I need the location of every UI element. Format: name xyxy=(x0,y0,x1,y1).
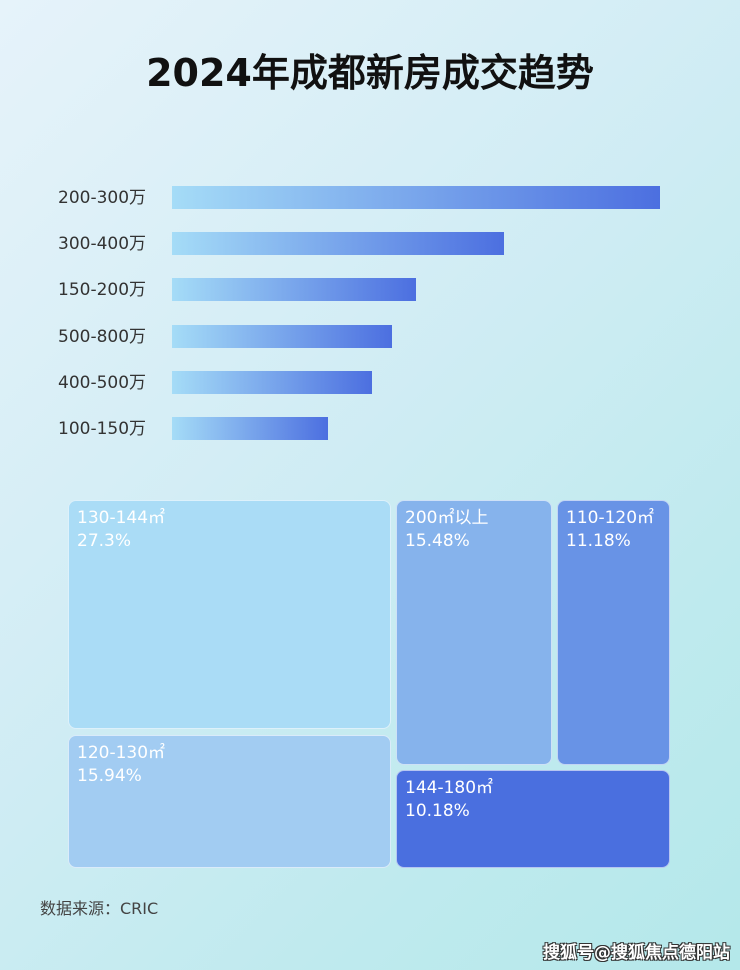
bar xyxy=(172,417,329,440)
tile-label: 200㎡以上 xyxy=(405,508,489,528)
bar xyxy=(172,186,660,209)
tile-value: 27.3% xyxy=(77,531,132,551)
treemap-tile: 110-120㎡ 11.18% xyxy=(557,500,670,765)
bar-label: 100-150万 xyxy=(58,419,147,439)
tile-value: 11.18% xyxy=(566,531,631,551)
tile-label: 110-120㎡ xyxy=(566,508,655,528)
bar-label: 500-800万 xyxy=(58,326,147,347)
chart-title: 2024年成都新房成交趋势 xyxy=(146,51,594,95)
bar-label: 150-200万 xyxy=(58,280,147,301)
tile-value: 15.94% xyxy=(77,766,142,786)
bar xyxy=(172,370,373,394)
tile-label: 144-180㎡ xyxy=(405,778,494,798)
tile-label: 120-130㎡ xyxy=(77,743,166,763)
treemap-tile: 130-144㎡ 27.3% xyxy=(68,500,391,729)
tile-value: 10.18% xyxy=(405,801,470,821)
tile-label: 130-144㎡ xyxy=(77,508,166,528)
bar-label: 200-300万 xyxy=(58,188,147,208)
treemap-tile: 200㎡以上 15.48% xyxy=(396,500,552,765)
treemap-tile: 120-130㎡ 15.94% xyxy=(68,735,391,868)
bar-label: 400-500万 xyxy=(58,372,147,393)
tile-value: 15.48% xyxy=(405,531,470,551)
bar-label: 300-400万 xyxy=(58,234,147,255)
bar xyxy=(172,324,392,348)
bar xyxy=(172,278,416,302)
bar xyxy=(172,232,504,256)
watermark: 搜狐号@搜狐焦点德阳站 xyxy=(543,943,730,963)
data-source: 数据来源：CRIC xyxy=(40,899,159,918)
treemap-tile: 144-180㎡ 10.18% xyxy=(396,770,670,868)
